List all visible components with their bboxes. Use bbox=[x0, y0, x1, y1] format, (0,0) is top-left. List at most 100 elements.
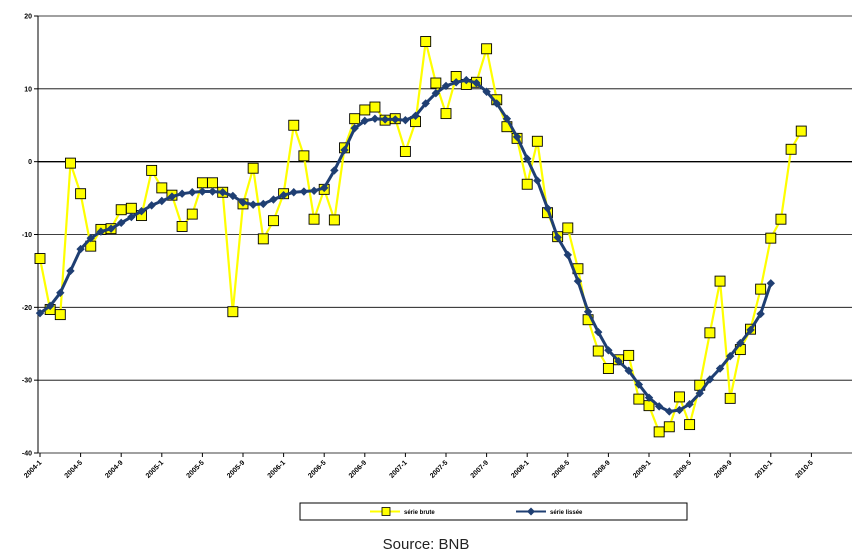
point-smoothed bbox=[198, 187, 207, 196]
y-tick-label: -20 bbox=[22, 305, 32, 312]
legend-box bbox=[299, 502, 688, 521]
point-smoothed bbox=[492, 99, 501, 108]
point-raw bbox=[653, 426, 665, 438]
point-smoothed bbox=[654, 402, 664, 411]
x-tick-labels: 2004-1 2004-5 2004-9 2005-1 2005-5 2005-9 2006… bbox=[23, 459, 815, 479]
point-smoothed bbox=[299, 187, 309, 196]
point-raw bbox=[328, 214, 340, 226]
y-tick-label: 20 bbox=[24, 14, 32, 21]
point-smoothed bbox=[502, 114, 512, 123]
point-raw bbox=[298, 150, 310, 162]
point-raw bbox=[359, 104, 371, 116]
point-smoothed bbox=[594, 327, 603, 337]
point-smoothed bbox=[350, 123, 359, 133]
point-smoothed bbox=[340, 145, 349, 155]
x-tick-label: 2008-1 bbox=[510, 459, 530, 479]
point-smoothed bbox=[106, 224, 116, 233]
y-tick-label: -40 bbox=[22, 451, 32, 458]
point-smoothed bbox=[177, 189, 187, 198]
point-raw bbox=[531, 135, 543, 147]
point-raw bbox=[207, 177, 219, 189]
point-smoothed bbox=[543, 204, 552, 213]
point-raw bbox=[755, 283, 767, 295]
point-raw bbox=[196, 177, 208, 189]
point-smoothed bbox=[512, 132, 522, 142]
point-raw bbox=[562, 222, 574, 234]
point-smoothed bbox=[634, 380, 644, 389]
series-line-raw bbox=[38, 40, 803, 433]
x-tick-label: 2004-1 bbox=[23, 459, 43, 479]
point-raw bbox=[349, 113, 361, 125]
axes bbox=[34, 15, 852, 457]
point-smoothed bbox=[421, 99, 430, 108]
point-smoothed bbox=[624, 366, 633, 375]
x-tick-label: 2009-9 bbox=[713, 459, 733, 479]
point-smoothed bbox=[715, 364, 725, 373]
point-smoothed bbox=[96, 227, 106, 236]
point-smoothed bbox=[157, 196, 166, 206]
point-smoothed bbox=[533, 176, 542, 185]
point-smoothed bbox=[117, 218, 126, 228]
point-smoothed bbox=[411, 111, 420, 120]
point-raw bbox=[227, 306, 239, 318]
point-raw bbox=[420, 36, 432, 47]
y-tick-label: -30 bbox=[22, 378, 32, 385]
point-smoothed bbox=[391, 115, 400, 124]
point-raw bbox=[663, 421, 675, 433]
point-smoothed bbox=[147, 201, 156, 210]
legend-label-smoothed: série lissée bbox=[550, 510, 583, 516]
legend-marker-smoothed bbox=[527, 507, 535, 516]
x-tick-label: 2010-1 bbox=[754, 459, 774, 479]
point-smoothed bbox=[238, 198, 248, 207]
point-smoothed bbox=[188, 188, 197, 197]
point-smoothed bbox=[45, 301, 55, 311]
point-smoothed bbox=[35, 308, 45, 318]
point-smoothed bbox=[665, 407, 674, 416]
point-smoothed bbox=[441, 81, 451, 91]
x-tick-label: 2005-1 bbox=[145, 459, 165, 479]
point-raw bbox=[704, 327, 716, 339]
point-smoothed bbox=[248, 200, 258, 209]
point-raw bbox=[714, 275, 726, 287]
point-smoothed bbox=[218, 188, 227, 197]
point-smoothed bbox=[360, 116, 369, 126]
point-smoothed bbox=[431, 89, 441, 98]
point-smoothed bbox=[462, 75, 471, 85]
point-raw bbox=[125, 202, 137, 214]
point-raw bbox=[674, 391, 685, 403]
point-raw bbox=[602, 363, 614, 374]
point-smoothed bbox=[86, 233, 95, 243]
point-raw bbox=[75, 188, 87, 200]
legend-label-raw: série brute bbox=[404, 510, 435, 516]
point-raw bbox=[481, 43, 493, 55]
point-smoothed bbox=[127, 212, 136, 222]
x-tick-label: 2006-1 bbox=[267, 459, 287, 479]
point-smoothed bbox=[726, 351, 735, 361]
point-raw bbox=[288, 119, 300, 131]
point-smoothed bbox=[76, 244, 85, 254]
point-smoothed bbox=[523, 154, 532, 163]
x-tick-label: 2005-9 bbox=[226, 459, 246, 479]
point-smoothed bbox=[756, 309, 765, 319]
point-smoothed bbox=[66, 266, 75, 276]
point-raw bbox=[64, 157, 76, 169]
x-tick-label: 2006-5 bbox=[307, 459, 327, 479]
point-smoothed bbox=[330, 166, 339, 175]
point-smoothed bbox=[380, 115, 390, 124]
point-raw bbox=[724, 392, 736, 404]
grid-lines bbox=[38, 15, 852, 454]
source-caption: Source: BNB bbox=[382, 536, 470, 553]
x-tick-label: 2006-9 bbox=[348, 459, 368, 479]
x-tick-label: 2007-1 bbox=[388, 459, 408, 479]
point-raw bbox=[785, 143, 797, 155]
point-raw bbox=[156, 182, 168, 194]
x-tick-label: 2010-5 bbox=[794, 459, 814, 479]
point-raw bbox=[633, 393, 645, 405]
point-smoothed bbox=[279, 190, 288, 200]
point-raw bbox=[765, 232, 777, 244]
point-raw bbox=[795, 125, 807, 137]
legend-marker-raw bbox=[381, 507, 391, 516]
point-raw bbox=[592, 345, 604, 357]
point-smoothed bbox=[451, 78, 461, 87]
